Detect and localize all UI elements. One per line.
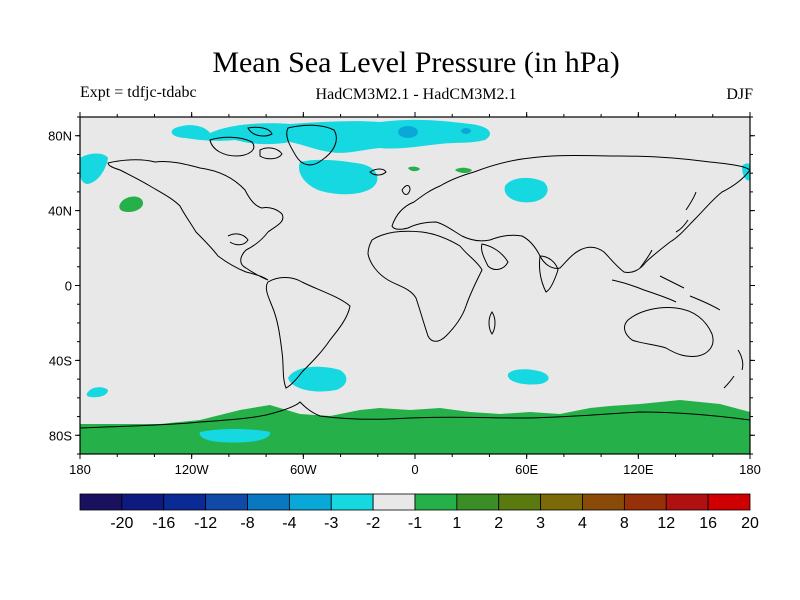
colorbar-box — [456, 493, 500, 511]
colorbar-tick-label: 3 — [536, 515, 545, 532]
colorbar-tick-label: 16 — [699, 515, 717, 532]
coast-antarctica — [80, 401, 750, 429]
coast-new-zealand — [723, 349, 744, 389]
axis-ticks — [75, 112, 755, 459]
colorbar-tick-label: -1 — [408, 515, 422, 532]
lon-tick-label: 120E — [623, 462, 654, 477]
lat-tick-label: 40S — [49, 353, 72, 368]
colorbar-tick-label: -4 — [282, 515, 296, 532]
lon-tick-label: 180 — [739, 462, 761, 477]
colorbar-tick-label: 20 — [741, 515, 759, 532]
coast-north-america — [107, 159, 284, 281]
indian-ocean-negative — [507, 369, 549, 385]
south-atlantic-negative — [288, 366, 347, 392]
pressure-field — [80, 119, 750, 454]
colorbar-box — [623, 493, 667, 511]
coast-gulf — [227, 233, 249, 246]
colorbar-box — [330, 493, 374, 511]
coast-africa — [367, 230, 483, 342]
europe-negative-patch — [504, 177, 548, 203]
west-pacific-negative — [80, 153, 108, 184]
colorbar-tick-label: 4 — [578, 515, 587, 532]
colorbar-box — [79, 493, 123, 511]
colorbar-box — [540, 493, 583, 511]
colorbar-tick-label: -16 — [152, 515, 175, 532]
lon-tick-label: 180 — [69, 462, 91, 477]
colorbar-tick-label: -8 — [240, 515, 254, 532]
lon-tick-label: 60E — [515, 462, 538, 477]
arctic-deep-low — [398, 126, 418, 138]
coast-se-asia-islands — [611, 249, 721, 311]
north-atlantic-low — [298, 159, 378, 195]
colorbar-tick-label: 12 — [657, 515, 675, 532]
green-patch-nw-atlantic — [119, 196, 144, 212]
colorbar-box — [498, 493, 542, 511]
coast-iceland — [369, 168, 387, 176]
colorbar-box — [163, 493, 207, 511]
season-label: DJF — [726, 86, 753, 103]
coast-uk — [401, 185, 411, 195]
colorbar-tick-label: 1 — [452, 515, 461, 532]
coast-greenland — [286, 124, 337, 166]
lat-tick-label: 80N — [48, 129, 72, 144]
colorbar-tick-label: -2 — [366, 515, 380, 532]
coast-eurasia — [391, 155, 750, 273]
colorbar-box — [707, 493, 751, 511]
colorbar-box — [121, 493, 165, 511]
colorbar-box — [665, 493, 709, 511]
lat-tick-label: 80S — [49, 428, 72, 443]
colorbar-labels: -20 -16 -12 -8 -4 -3 -2 -1 1 2 3 4 8 12 16 20 — [110, 515, 759, 532]
colorbar-box — [288, 493, 332, 511]
experiment-label: Expt = tdfjc-tdabc — [80, 84, 197, 101]
axis-tick-labels: 80N 40N 0 40S 80S 180 120W 60W 0 60E 120E 180 — [48, 129, 761, 477]
colorbar-tick-label: -20 — [110, 515, 133, 532]
colorbar-box — [205, 493, 248, 511]
colorbar-box — [414, 493, 458, 511]
coastlines — [80, 124, 750, 429]
coast-arabia — [481, 243, 509, 270]
coast-australia — [624, 307, 714, 357]
colorbar-tick-label: -3 — [324, 515, 338, 532]
lon-tick-label: 60W — [290, 462, 317, 477]
green-patch-pacific — [638, 414, 665, 431]
antarctic-cyan-patches — [199, 429, 271, 443]
coast-arctic-islands — [209, 126, 283, 160]
coast-madagascar — [488, 311, 496, 335]
coast-india — [539, 255, 559, 293]
colorbar-tick-label: -12 — [194, 515, 217, 532]
europe-deep-low — [461, 128, 471, 134]
coast-japan — [675, 191, 697, 233]
colorbar-box — [247, 493, 290, 511]
colorbar-box — [582, 493, 625, 511]
map-background — [80, 117, 750, 454]
model-comparison-label: HadCM3M2.1 - HadCM3M2.1 — [315, 86, 517, 103]
map-title: Mean Sea Level Pressure (in hPa) — [212, 46, 620, 79]
lon-tick-label: 0 — [411, 462, 418, 477]
green-patch-arctic-small — [408, 166, 420, 172]
colorbar — [79, 493, 751, 511]
colorbar-tick-label: 8 — [620, 515, 629, 532]
south-pacific-negative — [86, 387, 108, 398]
colorbar-box — [372, 493, 416, 511]
lat-tick-label: 40N — [48, 204, 72, 219]
coast-south-america — [265, 277, 351, 389]
colorbar-tick-label: 2 — [494, 515, 503, 532]
lat-tick-label: 0 — [65, 279, 72, 294]
green-patch-siberia — [455, 167, 472, 173]
lon-tick-label: 120W — [175, 462, 210, 477]
